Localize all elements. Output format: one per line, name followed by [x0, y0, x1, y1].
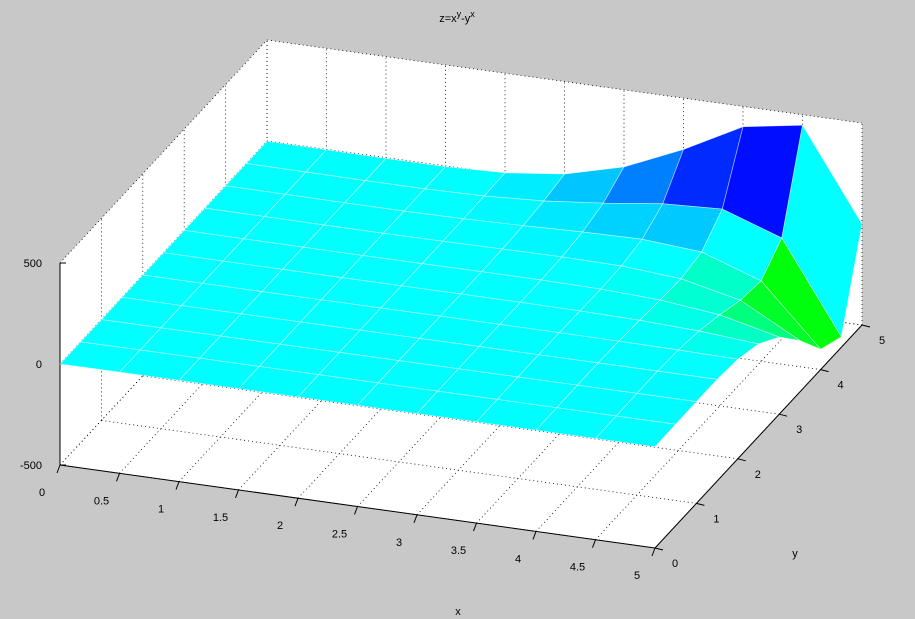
- surface: [59, 124, 863, 448]
- y-tick-label: 3: [796, 424, 802, 436]
- tick-mark: [861, 324, 871, 328]
- tick-mark: [696, 502, 705, 506]
- tick-mark: [737, 458, 746, 462]
- tick-mark: [413, 514, 418, 523]
- surface-patch: [594, 415, 677, 448]
- tick-mark: [235, 489, 239, 499]
- x-tick-label: 4.5: [570, 562, 585, 574]
- grid-line: [59, 39, 268, 264]
- x-axis-label: x: [455, 606, 461, 618]
- grid-line: [101, 420, 697, 504]
- y-tick-label: 0: [672, 558, 678, 570]
- z-tick-label: -500: [20, 460, 42, 472]
- title-part: y: [457, 9, 462, 19]
- tick-mark: [354, 506, 358, 515]
- tick-mark: [56, 464, 61, 474]
- y-tick-label: 4: [838, 380, 844, 392]
- title-part: -y: [461, 13, 471, 25]
- tick-mark: [779, 413, 788, 417]
- x-tick-label: 2: [277, 520, 283, 532]
- title-part: z=x: [439, 13, 457, 25]
- title-part: x: [470, 9, 475, 19]
- x-tick-label: 2.5: [332, 529, 347, 541]
- tick-mark: [651, 547, 656, 557]
- y-axis: [654, 324, 863, 549]
- tick-mark: [592, 539, 596, 548]
- z-tick-label: 500: [24, 258, 42, 270]
- tick-mark: [654, 547, 664, 551]
- y-tick-label: 5: [879, 335, 885, 347]
- tick-mark: [473, 522, 477, 532]
- tick-mark: [532, 531, 537, 540]
- grid-line: [266, 39, 863, 124]
- x-tick-label: 1: [158, 504, 164, 516]
- x-tick-label: 1.5: [213, 512, 228, 524]
- x-tick-label: 0: [39, 487, 45, 499]
- tick-mark: [820, 369, 829, 373]
- tick-mark: [175, 481, 180, 490]
- tick-mark: [294, 498, 299, 507]
- x-tick-label: 4: [515, 553, 521, 565]
- grid-line: [142, 375, 738, 460]
- x-tick-label: 3.5: [451, 545, 466, 557]
- chart-title: z=xy-yx: [439, 9, 475, 25]
- grid-line: [595, 316, 803, 540]
- x-axis: [59, 464, 656, 549]
- x-tick-label: 3: [396, 537, 402, 549]
- x-tick-label: 5: [634, 570, 640, 582]
- y-tick-label: 2: [755, 469, 761, 481]
- z-tick-label: 0: [36, 359, 42, 371]
- y-axis-label: y: [792, 548, 798, 560]
- x-tick-label: 0.5: [94, 495, 109, 507]
- tick-mark: [116, 473, 120, 482]
- y-tick-label: 1: [713, 513, 719, 525]
